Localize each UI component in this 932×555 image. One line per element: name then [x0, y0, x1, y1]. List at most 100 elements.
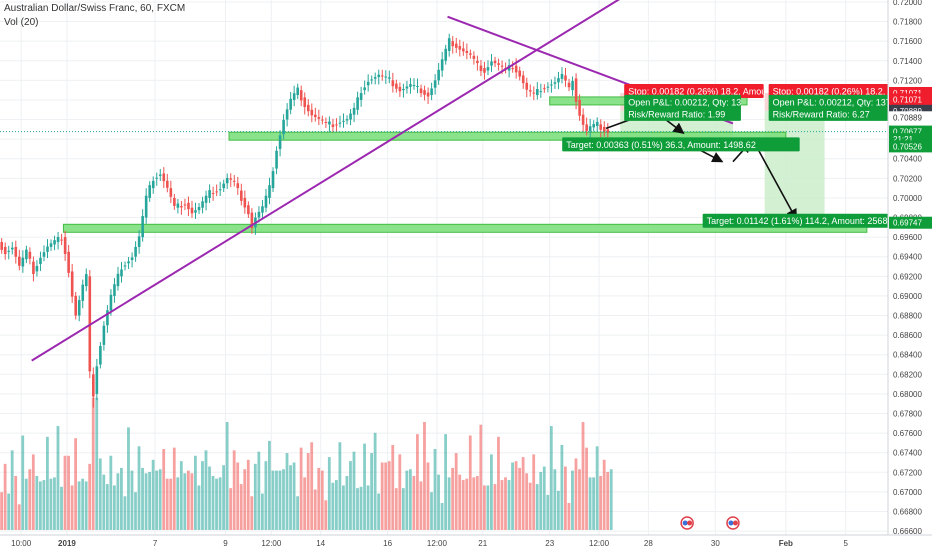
volume-bar — [186, 470, 190, 530]
candle-body — [42, 252, 46, 257]
candle-body — [63, 237, 67, 255]
candle-body — [574, 78, 578, 102]
candle-body — [70, 271, 74, 297]
candle-body — [490, 61, 493, 66]
volume-bar — [380, 462, 384, 530]
volume-bar — [426, 462, 430, 530]
stop-label: Stop: 0.00182 (0.26%) 18.2, Amount: 750 — [628, 86, 794, 96]
volume-bar — [194, 455, 197, 530]
volume-bar — [151, 459, 155, 530]
volume-bar — [162, 449, 166, 530]
x-tick-label: 21 — [478, 539, 487, 548]
candle-body — [166, 180, 169, 188]
volume-bar — [21, 435, 25, 530]
volume-bar — [215, 478, 218, 530]
volume-bar — [528, 482, 532, 530]
candle-body — [444, 48, 447, 61]
volume-bar — [253, 463, 257, 530]
y-tick-label: 0.67600 — [893, 429, 922, 438]
volume-bar — [35, 476, 39, 530]
volume-bar — [310, 442, 314, 530]
candle-body — [190, 207, 194, 214]
candle-body — [398, 86, 402, 92]
volume-bar — [183, 473, 187, 530]
volume-bar — [539, 471, 543, 530]
volume-bar — [486, 485, 490, 530]
volume-bar — [479, 424, 483, 530]
volume-bar — [313, 489, 317, 530]
candle-body — [567, 82, 571, 88]
volume-bar — [599, 476, 603, 530]
candle-body — [183, 204, 187, 206]
volume-bar — [525, 473, 529, 530]
candle-body — [285, 109, 289, 120]
candle-body — [296, 87, 299, 96]
candle-body — [229, 178, 233, 180]
candle-body — [120, 269, 123, 277]
volume-bar — [370, 453, 373, 530]
target-area — [764, 110, 825, 223]
candle-body — [28, 251, 32, 259]
candle-body — [158, 174, 162, 176]
volume-bar — [521, 457, 525, 530]
candle-body — [423, 90, 426, 95]
volume-bar — [239, 484, 243, 530]
candle-body — [349, 113, 352, 120]
volume-bar — [334, 480, 338, 530]
candle-body — [564, 75, 567, 81]
x-tick-label: 12:00 — [261, 539, 282, 548]
price-label: 0.70889 — [893, 113, 922, 122]
chart-title: Australian Dollar/Swiss Franc, 60, FXCM — [4, 3, 186, 14]
candle-body — [144, 195, 148, 218]
price-label-box — [889, 140, 932, 153]
candle-body — [7, 250, 11, 252]
candle-body — [380, 75, 384, 77]
candle-body — [373, 77, 377, 79]
volume-bar — [56, 426, 60, 530]
volume-bar — [306, 453, 310, 530]
candle-body — [497, 63, 500, 65]
volume-bar — [327, 457, 331, 530]
volume-bar — [7, 493, 11, 530]
volume-bar — [204, 450, 208, 530]
candle-body — [602, 126, 606, 132]
volume-bar — [366, 485, 370, 530]
volume-bar — [42, 480, 46, 530]
volume-bar — [63, 455, 67, 530]
candle-body — [46, 246, 49, 252]
volume-bar — [553, 469, 557, 530]
volume-bar — [595, 446, 599, 530]
volume-bar — [391, 444, 395, 530]
time-axis-bg — [0, 535, 932, 550]
volume-bar — [324, 500, 328, 530]
volume-bar — [398, 454, 402, 530]
volume-bar — [260, 493, 264, 530]
volume-bar — [497, 436, 500, 530]
volume-bar — [165, 478, 169, 530]
volume-bar — [511, 462, 514, 530]
pnl-label-box — [624, 94, 741, 109]
candle-body — [14, 246, 18, 257]
price-label: 0.71071 — [893, 95, 922, 104]
candle-body — [148, 185, 151, 198]
volume-bar — [60, 486, 63, 530]
candle-body — [261, 206, 264, 213]
candle-body — [218, 189, 222, 191]
projection-arrow — [753, 141, 798, 221]
x-tick-label: 30 — [711, 539, 720, 548]
candle-body — [194, 210, 197, 213]
volume-bar — [158, 469, 162, 530]
y-tick-label: 0.66600 — [893, 527, 922, 536]
x-tick-label: 16 — [383, 539, 392, 548]
y-tick-label: 0.69200 — [893, 272, 922, 281]
volume-bar — [342, 485, 345, 530]
candle-body — [419, 88, 423, 94]
target-label: Target: 0.00363 (0.51%) 36.3, Amount: 14… — [566, 140, 756, 150]
volume-bar — [176, 477, 180, 530]
volume-bar — [542, 466, 546, 530]
candle-body — [317, 117, 321, 119]
candle-body — [331, 124, 335, 128]
risk-reward-label-box — [624, 106, 741, 121]
